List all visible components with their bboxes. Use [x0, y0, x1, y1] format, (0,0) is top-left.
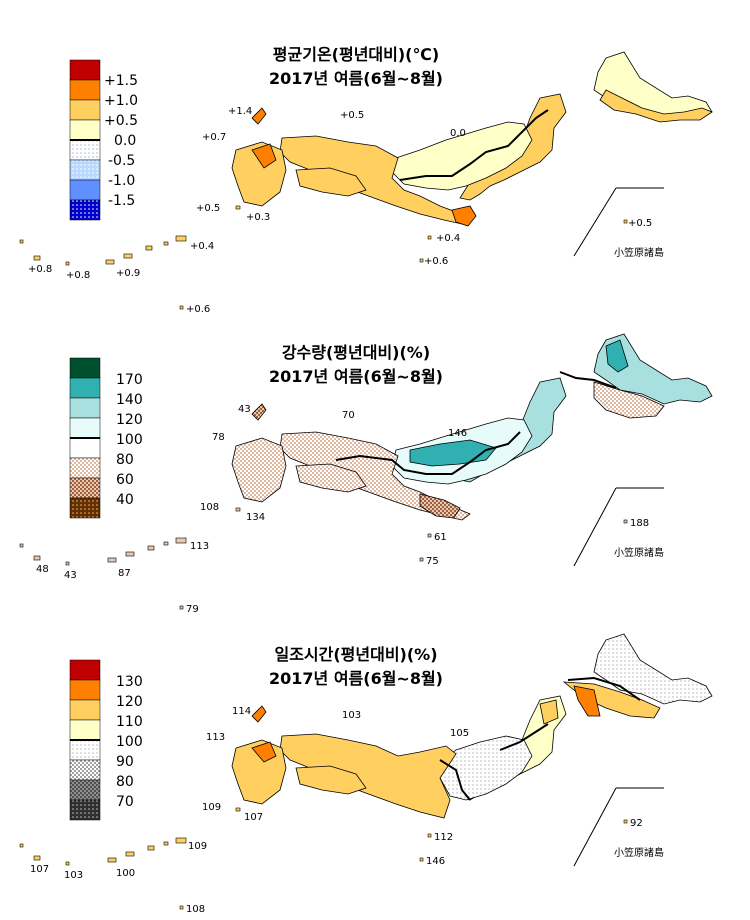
station-value: 146 — [426, 856, 445, 867]
station-value: 100 — [116, 868, 135, 879]
sunshine-legend: 130 120 110 100 90 80 70 — [69, 659, 143, 821]
station-value: +0.8 — [28, 264, 52, 275]
station-value: +0.4 — [436, 233, 460, 244]
station-value: +0.6 — [424, 256, 448, 267]
station-value: 75 — [426, 556, 439, 567]
ogasawara-label: 小笠原諸島 — [614, 846, 664, 859]
legend-label: 100 — [116, 432, 143, 448]
station-value: +0.6 — [186, 304, 210, 315]
station-value: 70 — [342, 410, 355, 421]
legend-label: 120 — [116, 694, 143, 710]
station-value: 0.0 — [450, 128, 466, 139]
legend-label: 110 — [116, 714, 143, 730]
station-value: +0.5 — [628, 218, 652, 229]
station-value: 134 — [246, 512, 265, 523]
panel-subtitle: 2017년 여름(6월~8월) — [269, 69, 443, 88]
station-value: 146 — [448, 428, 467, 439]
japan-map-precipitation — [231, 333, 713, 567]
japan-map-temperature — [231, 51, 713, 257]
station-value: 108 — [200, 502, 219, 513]
sunshine-station-values: 114 103 113 105 109 107 112 146 109 107 … — [30, 706, 664, 915]
station-value: 87 — [118, 568, 131, 579]
legend-label: 60 — [116, 472, 134, 488]
island-markers — [19, 807, 628, 910]
station-value: 109 — [202, 802, 221, 813]
island-markers — [19, 205, 628, 310]
precipitation-legend: 170 140 120 100 80 60 40 — [69, 357, 143, 519]
legend-label: -1.5 — [108, 193, 135, 209]
station-value: 103 — [64, 870, 83, 881]
legend-label: -0.5 — [108, 153, 135, 169]
legend-label: 40 — [116, 492, 134, 508]
station-value: 103 — [342, 710, 361, 721]
legend-label: +1.5 — [104, 73, 138, 89]
station-value: 43 — [238, 404, 251, 415]
sunshine-panel: 130 120 110 100 90 80 70 일조시간(평년대비)(%) 2… — [19, 633, 713, 915]
island-markers — [19, 507, 628, 610]
station-value: 113 — [206, 732, 225, 743]
legend-label: -1.0 — [108, 173, 135, 189]
temperature-legend: +1.5 +1.0 +0.5 0.0 -0.5 -1.0 -1.5 — [69, 59, 138, 221]
station-value: 48 — [36, 564, 49, 575]
legend-label: 120 — [116, 412, 143, 428]
station-value: 112 — [434, 832, 453, 843]
panel-subtitle: 2017년 여름(6월~8월) — [269, 669, 443, 688]
station-value: 107 — [244, 812, 263, 823]
legend-label: +1.0 — [104, 93, 138, 109]
legend-label: 0.0 — [114, 133, 136, 149]
legend-label: 170 — [116, 372, 143, 388]
panel-title: 평균기온(평년대비)(℃) — [273, 45, 439, 64]
station-value: 109 — [188, 841, 207, 852]
japan-map-sunshine — [231, 633, 713, 867]
panel-title: 일조시간(평년대비)(%) — [274, 645, 437, 664]
legend-label: 70 — [116, 794, 134, 810]
ogasawara-label: 小笠原諸島 — [614, 546, 664, 559]
temperature-panel: +1.5 +1.0 +0.5 0.0 -0.5 -1.0 -1.5 평균기온(평… — [19, 45, 713, 315]
legend-label: 100 — [116, 734, 143, 750]
precipitation-panel: 170 140 120 100 80 60 40 강수량(평년대비)(%) 20… — [19, 333, 713, 615]
legend-label: 80 — [116, 452, 134, 468]
legend-label: +0.5 — [104, 113, 138, 129]
station-value: +0.3 — [246, 212, 270, 223]
station-value: 105 — [450, 728, 469, 739]
station-value: 92 — [630, 818, 643, 829]
legend-label: 130 — [116, 674, 143, 690]
station-value: +0.7 — [202, 132, 226, 143]
station-value: +0.8 — [66, 270, 90, 281]
station-value: 114 — [232, 706, 251, 717]
panel-title: 강수량(평년대비)(%) — [282, 343, 430, 362]
station-value: 78 — [212, 432, 225, 443]
station-value: +0.5 — [196, 203, 220, 214]
station-value: 107 — [30, 864, 49, 875]
station-value: 113 — [190, 541, 209, 552]
legend-label: 80 — [116, 774, 134, 790]
station-value: 61 — [434, 532, 447, 543]
station-value: 188 — [630, 518, 649, 529]
temperature-station-values: +1.4 +0.5 +0.7 0.0 +0.5 +0.3 +0.4 +0.6 +… — [28, 106, 664, 315]
station-value: +1.4 — [228, 106, 252, 117]
station-value: 43 — [64, 570, 77, 581]
ogasawara-label: 小笠原諸島 — [614, 246, 664, 259]
panel-subtitle: 2017년 여름(6월~8월) — [269, 367, 443, 386]
legend-label: 90 — [116, 754, 134, 770]
precipitation-station-values: 43 70 78 146 108 134 61 75 113 48 43 87 … — [36, 404, 664, 615]
legend-label: 140 — [116, 392, 143, 408]
station-value: +0.4 — [190, 241, 214, 252]
station-value: +0.5 — [340, 110, 364, 121]
station-value: 79 — [186, 604, 199, 615]
station-value: 108 — [186, 904, 205, 915]
station-value: +0.9 — [116, 268, 140, 279]
